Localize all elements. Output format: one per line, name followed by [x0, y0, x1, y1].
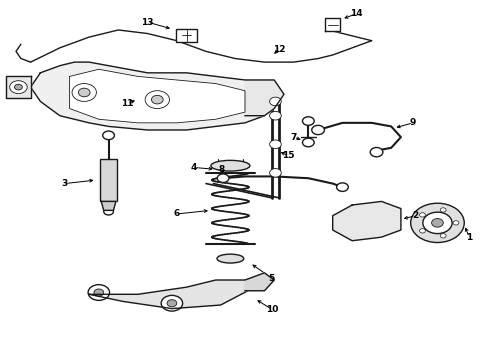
Circle shape	[432, 219, 443, 227]
Text: 15: 15	[282, 151, 294, 160]
Text: 7: 7	[291, 132, 297, 141]
Circle shape	[375, 225, 379, 228]
Circle shape	[370, 148, 383, 157]
Circle shape	[72, 84, 97, 102]
Polygon shape	[30, 62, 265, 130]
Circle shape	[145, 91, 170, 109]
Polygon shape	[70, 69, 245, 123]
Text: 10: 10	[266, 305, 278, 314]
Circle shape	[270, 111, 281, 120]
Circle shape	[411, 203, 464, 243]
Circle shape	[419, 229, 425, 233]
Polygon shape	[89, 280, 255, 309]
Circle shape	[270, 168, 281, 177]
Polygon shape	[245, 80, 284, 116]
Circle shape	[151, 95, 163, 104]
Circle shape	[78, 88, 90, 97]
Text: 9: 9	[410, 118, 416, 127]
Circle shape	[453, 221, 459, 225]
Text: 1: 1	[466, 233, 472, 242]
Text: 14: 14	[350, 9, 363, 18]
Bar	[100, 158, 117, 202]
Polygon shape	[6, 76, 30, 98]
Circle shape	[423, 212, 452, 234]
Circle shape	[15, 84, 23, 90]
Ellipse shape	[217, 254, 244, 263]
Circle shape	[217, 174, 229, 183]
Circle shape	[167, 300, 177, 307]
Circle shape	[375, 214, 379, 217]
Text: 2: 2	[413, 211, 418, 220]
Circle shape	[270, 97, 281, 106]
Text: 11: 11	[121, 99, 133, 108]
Circle shape	[440, 234, 446, 238]
Circle shape	[359, 214, 363, 217]
Ellipse shape	[211, 160, 250, 171]
Circle shape	[302, 138, 314, 147]
Text: 13: 13	[141, 18, 154, 27]
Circle shape	[363, 216, 376, 226]
Text: 12: 12	[273, 45, 285, 54]
Text: 8: 8	[219, 165, 225, 174]
Circle shape	[270, 140, 281, 149]
Circle shape	[88, 285, 110, 300]
Bar	[176, 29, 197, 42]
Circle shape	[355, 210, 384, 232]
Circle shape	[161, 296, 183, 311]
Polygon shape	[101, 202, 116, 210]
Circle shape	[302, 117, 314, 125]
Circle shape	[104, 208, 114, 215]
Polygon shape	[325, 18, 340, 31]
Text: 5: 5	[269, 274, 275, 283]
Circle shape	[103, 131, 115, 140]
Circle shape	[10, 81, 27, 94]
Text: 6: 6	[173, 210, 180, 219]
Polygon shape	[333, 202, 401, 241]
Circle shape	[440, 208, 446, 212]
Circle shape	[359, 225, 363, 228]
Circle shape	[337, 183, 348, 192]
Circle shape	[312, 125, 324, 135]
Polygon shape	[245, 273, 274, 291]
Text: 3: 3	[62, 179, 68, 188]
Text: 4: 4	[191, 163, 197, 172]
Circle shape	[419, 213, 425, 217]
Circle shape	[94, 289, 104, 296]
